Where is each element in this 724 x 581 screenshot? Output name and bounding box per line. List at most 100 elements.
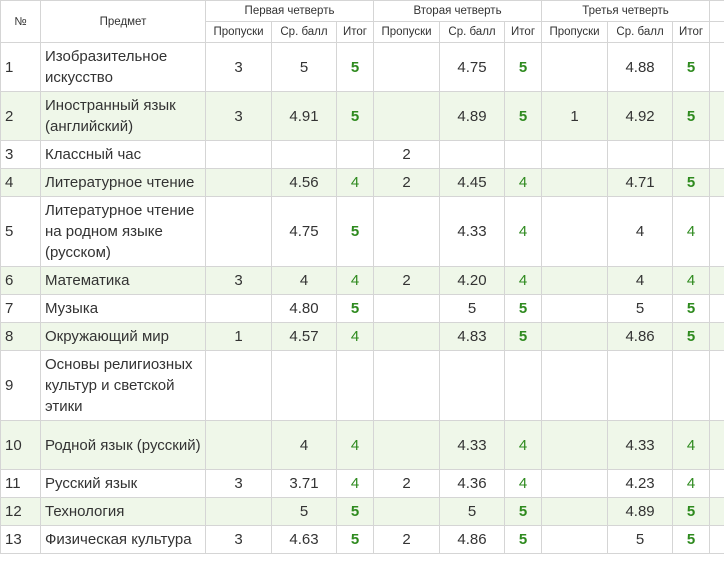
absences-cell <box>541 196 609 267</box>
final-grade-cell: 5 <box>672 525 711 554</box>
absences-cell <box>709 266 724 295</box>
final-grade-cell: 4 <box>335 420 375 470</box>
final-grade-cell: 4 <box>672 196 711 267</box>
final-grade-cell: 4 <box>504 420 543 470</box>
final-grade-cell: 4 <box>504 196 543 267</box>
subject-name: Русский язык <box>40 469 206 498</box>
absences-cell: 3 <box>205 525 272 554</box>
subject-name: Основы религиозных культур и светской эт… <box>40 350 206 421</box>
average-cell: 5 <box>439 497 506 526</box>
subject-name: Изобразительное искусство <box>40 42 206 92</box>
average-cell: 4.91 <box>271 91 337 141</box>
absences-cell: 2 <box>373 525 441 554</box>
average-cell: 5 <box>607 294 674 323</box>
absences-cell: 2 <box>373 168 441 197</box>
absences-cell <box>709 294 724 323</box>
subject-name: Музыка <box>40 294 206 323</box>
average-cell <box>271 140 337 169</box>
row-number: 8 <box>0 322 41 351</box>
column-header-final: Итог <box>335 21 375 43</box>
absences-cell <box>373 420 441 470</box>
absences-cell: 3 <box>205 469 272 498</box>
absences-cell <box>541 168 609 197</box>
final-grade-cell: 5 <box>335 42 375 92</box>
final-grade-cell: 5 <box>672 42 711 92</box>
absences-cell <box>373 322 441 351</box>
absences-cell <box>709 469 724 498</box>
grades-table: № Предмет Первая четверть Вторая четверт… <box>0 0 724 554</box>
average-cell: 3.71 <box>271 469 337 498</box>
quarter-header-2: Вторая четверть <box>373 0 543 22</box>
final-grade-cell <box>504 140 543 169</box>
final-grade-cell: 4 <box>504 168 543 197</box>
table-row: 10 Родной язык (русский) 4 4 4.33 4 4.33 4 <box>0 420 724 470</box>
final-grade-cell: 4 <box>504 469 543 498</box>
average-cell <box>607 140 674 169</box>
average-cell: 4 <box>607 266 674 295</box>
final-grade-cell: 5 <box>504 91 543 141</box>
absences-cell <box>541 350 609 421</box>
average-cell: 4.63 <box>271 525 337 554</box>
absences-cell <box>709 168 724 197</box>
average-cell: 5 <box>607 525 674 554</box>
final-grade-cell: 4 <box>672 469 711 498</box>
table-row: 13 Физическая культура 3 4.63 5 2 4.86 5 5 5 <box>0 525 724 554</box>
final-grade-cell: 4 <box>335 322 375 351</box>
average-cell: 4 <box>271 420 337 470</box>
quarter-header-3: Третья четверть <box>541 0 711 22</box>
average-cell: 4.88 <box>607 42 674 92</box>
absences-cell <box>709 322 724 351</box>
average-cell: 4.92 <box>607 91 674 141</box>
average-cell: 4 <box>607 196 674 267</box>
average-cell: 4.33 <box>439 196 506 267</box>
average-cell: 5 <box>439 294 506 323</box>
average-cell: 4.57 <box>271 322 337 351</box>
column-header-absences: Пропуски <box>205 21 272 43</box>
row-number: 12 <box>0 497 41 526</box>
row-number: 11 <box>0 469 41 498</box>
average-cell: 4.45 <box>439 168 506 197</box>
absences-cell: 2 <box>373 140 441 169</box>
average-cell: 4.33 <box>607 420 674 470</box>
average-cell: 4.71 <box>607 168 674 197</box>
table-row: 9 Основы религиозных культур и светской э… <box>0 350 724 421</box>
absences-cell <box>541 140 609 169</box>
column-header-absences: Пропуски <box>541 21 609 43</box>
row-number: 13 <box>0 525 41 554</box>
absences-cell <box>205 350 272 421</box>
row-number: 3 <box>0 140 41 169</box>
average-cell: 4.83 <box>439 322 506 351</box>
table-row: 1 Изобразительное искусство 3 5 5 4.75 5 4.88 5 <box>0 42 724 92</box>
column-header-final: Итог <box>672 21 711 43</box>
absences-cell <box>541 469 609 498</box>
final-grade-cell: 5 <box>335 525 375 554</box>
final-grade-cell: 4 <box>335 266 375 295</box>
absences-cell <box>541 420 609 470</box>
average-cell <box>439 350 506 421</box>
average-cell: 4.89 <box>607 497 674 526</box>
final-grade-cell: 5 <box>672 497 711 526</box>
average-cell: 5 <box>271 497 337 526</box>
final-grade-cell: 5 <box>335 196 375 267</box>
absences-cell <box>541 266 609 295</box>
table-row: 7 Музыка 4.80 5 5 5 5 5 <box>0 294 724 323</box>
subject-name: Окружающий мир <box>40 322 206 351</box>
absences-cell <box>205 196 272 267</box>
column-header-average: Ср. балл <box>607 21 674 43</box>
table-row: 3 Классный час 2 <box>0 140 724 169</box>
final-grade-cell: 5 <box>335 497 375 526</box>
final-grade-cell: 5 <box>672 168 711 197</box>
subject-name: Родной язык (русский) <box>40 420 206 470</box>
final-grade-cell <box>672 350 711 421</box>
absences-cell <box>373 294 441 323</box>
absences-cell <box>709 42 724 92</box>
average-cell: 4.36 <box>439 469 506 498</box>
final-grade-cell: 5 <box>504 294 543 323</box>
final-grade-cell: 4 <box>335 168 375 197</box>
absences-cell <box>709 350 724 421</box>
final-grade-cell: 4 <box>672 266 711 295</box>
final-grade-cell: 5 <box>504 42 543 92</box>
final-grade-cell: 5 <box>335 294 375 323</box>
final-grade-cell: 5 <box>335 91 375 141</box>
subject-name: Математика <box>40 266 206 295</box>
